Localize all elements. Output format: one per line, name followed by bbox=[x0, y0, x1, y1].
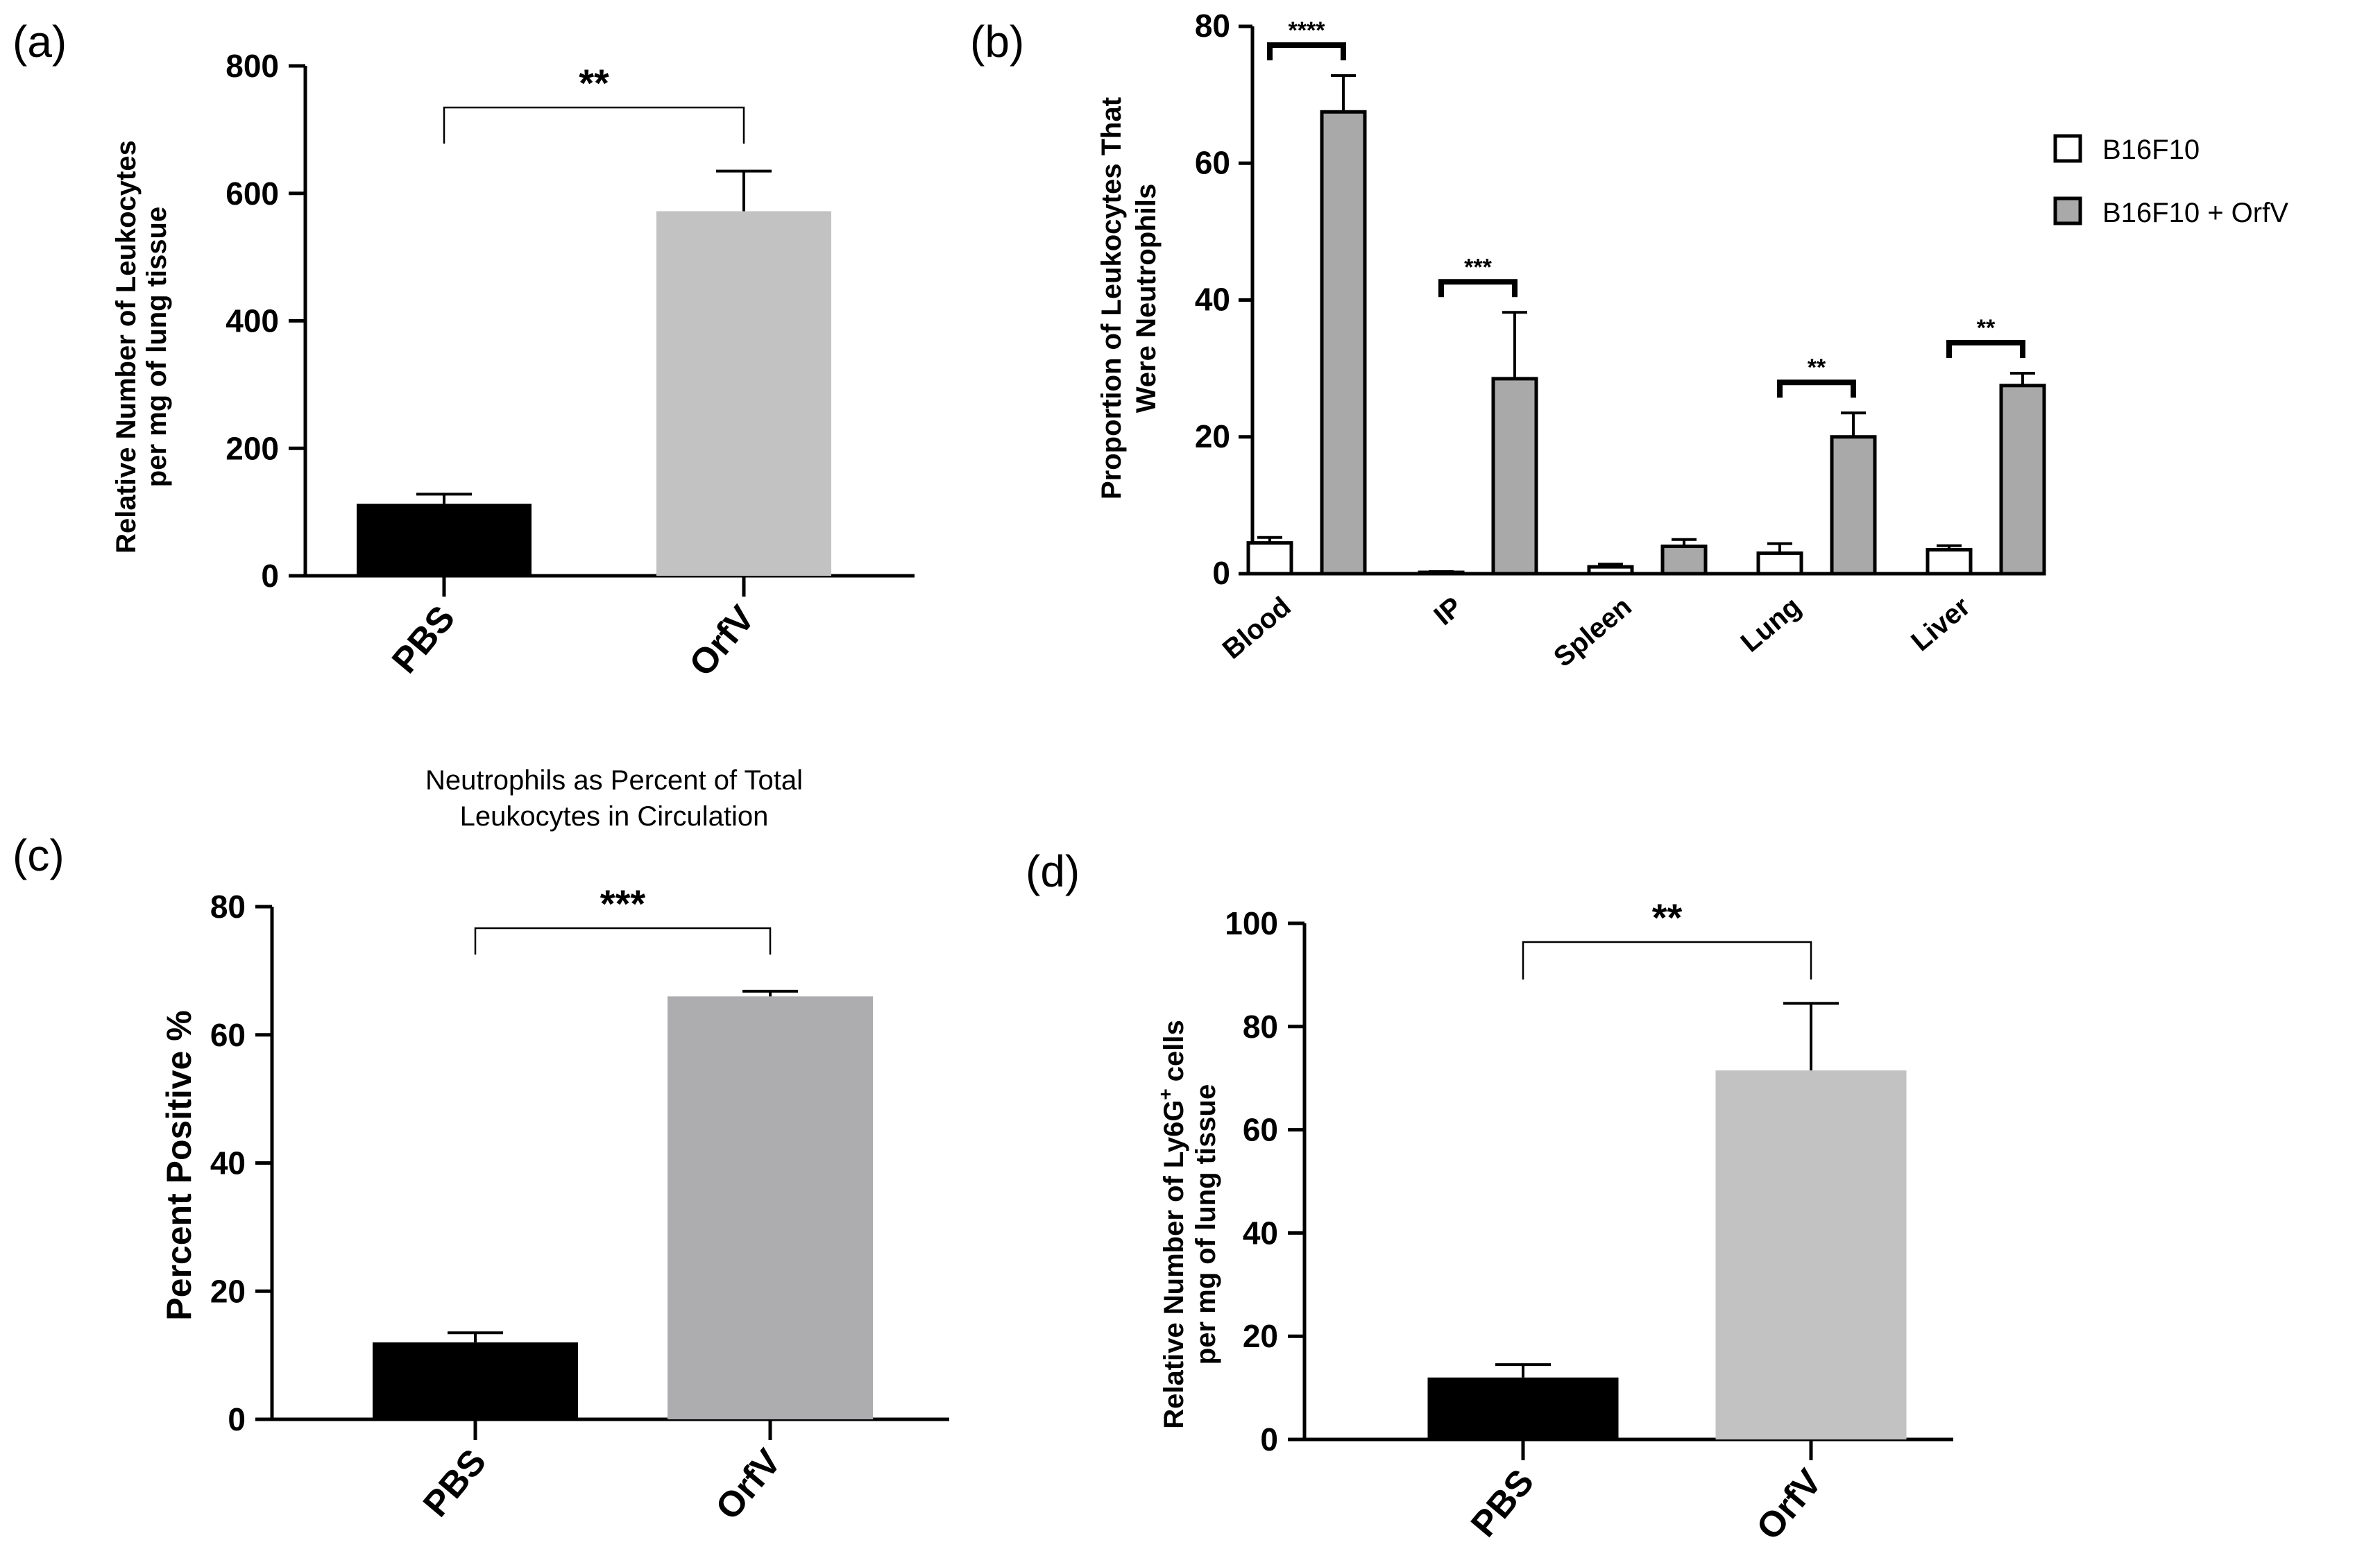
panel-b-bar-blood-series-1 bbox=[1246, 541, 1293, 576]
panel-d-bar-orfv bbox=[1715, 1070, 1907, 1439]
panel-a-significance-stars: ** bbox=[579, 61, 609, 105]
panel-a-bar-pbs bbox=[357, 504, 532, 576]
panel-a-category-label: OrfV bbox=[681, 598, 763, 684]
panel-c-category-label: OrfV bbox=[708, 1442, 789, 1528]
legend-label-b16f10: B16F10 bbox=[2102, 135, 2200, 165]
panel-a-ylabel-line2: per mg of lung tissue bbox=[142, 207, 172, 487]
panel-c-bar-pbs bbox=[373, 1342, 578, 1419]
panel-c-plot: 0 20 40 60 80 PBS OrfV *** bbox=[210, 882, 949, 1528]
panel-c-title-line2: Leukocytes in Circulation bbox=[460, 801, 769, 832]
panel-b-ylabel-line2: Were Neutrophils bbox=[1131, 184, 1162, 413]
panel-d-ylabel-line1: Relative Number of Ly6G+ cells bbox=[1155, 1020, 1189, 1429]
panel-d-ylabel: Relative Number of Ly6G+ cells per mg of … bbox=[1155, 1020, 1221, 1429]
panel-d-category-label: PBS bbox=[1463, 1462, 1542, 1544]
panel-c-significance-stars: *** bbox=[600, 882, 646, 925]
legend-swatch-b16f10-orfv bbox=[2053, 196, 2082, 225]
panel-b-label: (b) bbox=[970, 17, 1024, 67]
panel-c-bar-orfv bbox=[668, 996, 873, 1419]
panel-b-significance-stars: *** bbox=[1464, 254, 1492, 280]
panel-b-ytick-label: 80 bbox=[1195, 8, 1230, 44]
panel-a-ytick-label: 200 bbox=[226, 430, 279, 466]
panel-c-label: (c) bbox=[12, 830, 65, 880]
panel-b-ytick-label: 0 bbox=[1212, 555, 1230, 591]
panel-a-ylabel: Relative Number of Leukocytes per mg of … bbox=[111, 140, 172, 554]
panel-b-category-label: IP bbox=[1429, 591, 1468, 631]
panel-d-ytick-label: 100 bbox=[1225, 905, 1278, 941]
panel-c-ytick-label: 60 bbox=[210, 1017, 246, 1053]
panel-b-category-label: Blood bbox=[1217, 591, 1297, 665]
panel-b-bar-liver-series-1 bbox=[1926, 547, 1973, 576]
panel-d-ytick-label: 0 bbox=[1260, 1421, 1278, 1457]
panel-d-ylabel-part2: cells bbox=[1159, 1020, 1189, 1081]
panel-a-ylabel-line1: Relative Number of Leukocytes bbox=[111, 140, 142, 554]
panel-b-significance-bracket bbox=[1438, 279, 1518, 298]
legend-label-b16f10-orfv: B16F10 + OrfV bbox=[2102, 198, 2288, 228]
panel-b-bar-spleen-series-2 bbox=[1660, 545, 1708, 576]
panel-b-ylabel-line1: Proportion of Leukocytes That bbox=[1096, 97, 1127, 499]
panel-d-ytick-label: 40 bbox=[1243, 1215, 1278, 1251]
panel-a-ytick-label: 400 bbox=[226, 303, 279, 339]
panel-b-bar-ip-series-2 bbox=[1491, 377, 1538, 576]
panel-a-plot: 0 200 400 600 800 PBS OrfV ** bbox=[226, 48, 915, 684]
panel-b-ylabel: Proportion of Leukocytes That Were Neutr… bbox=[1096, 97, 1162, 499]
panel-b-category-label: Spleen bbox=[1548, 591, 1638, 673]
legend-swatch-b16f10 bbox=[2053, 134, 2082, 163]
panel-d-significance-bracket bbox=[1522, 941, 1812, 980]
panel-b-significance-bracket bbox=[1267, 42, 1346, 61]
panel-d-label: (d) bbox=[1026, 846, 1080, 896]
panel-a-ytick-label: 800 bbox=[226, 48, 279, 84]
panel-b-significance-stars: ** bbox=[1808, 354, 1826, 381]
panel-b: (b) Proportion of Leukocytes That Were N… bbox=[970, 8, 2288, 673]
panel-b-ytick-label: 60 bbox=[1195, 144, 1230, 180]
panel-b-significance-bracket bbox=[1946, 340, 2025, 359]
panel-c-title-line1: Neutrophils as Percent of Total bbox=[425, 765, 803, 796]
panel-d: (d) Relative Number of Ly6G+ cells per mg… bbox=[1026, 846, 1953, 1548]
panel-d-significance-stars: ** bbox=[1652, 896, 1683, 939]
panel-d-ytick-label: 80 bbox=[1243, 1009, 1278, 1045]
panel-a-bar-orfv bbox=[656, 211, 831, 576]
panel-a-ytick-label: 600 bbox=[226, 176, 279, 212]
panel-c-ytick-label: 20 bbox=[210, 1273, 246, 1309]
panel-c-significance-bracket bbox=[474, 927, 772, 955]
panel-d-bar-pbs bbox=[1427, 1377, 1619, 1439]
panel-b-bar-lung-series-1 bbox=[1756, 551, 1803, 576]
panel-a-significance-bracket bbox=[443, 106, 745, 144]
panel-d-ytick-label: 60 bbox=[1243, 1112, 1278, 1148]
panel-a-ytick-label: 0 bbox=[261, 558, 279, 594]
panel-b-category-label: Lung bbox=[1735, 591, 1807, 658]
panel-a-category-label: PBS bbox=[384, 598, 463, 681]
panel-b-category-label: Liver bbox=[1905, 591, 1976, 657]
panel-b-ytick-label: 40 bbox=[1195, 282, 1230, 318]
panel-b-significance-stars: ** bbox=[1977, 315, 1996, 341]
panel-c: (c) Neutrophils as Percent of Total Leuk… bbox=[12, 765, 949, 1528]
panel-d-ylabel-line2: per mg of lung tissue bbox=[1191, 1084, 1221, 1365]
panel-a: (a) Relative Number of Leukocytes per mg… bbox=[12, 17, 915, 684]
panel-b-significance-stars: **** bbox=[1289, 17, 1326, 44]
panel-c-ytick-label: 0 bbox=[228, 1401, 246, 1437]
panel-a-label: (a) bbox=[12, 17, 67, 67]
panel-b-legend: B16F10 B16F10 + OrfV bbox=[2053, 134, 2288, 228]
panel-c-ylabel: Percent Positive % bbox=[160, 1010, 198, 1320]
panel-b-significance-bracket bbox=[1777, 379, 1856, 398]
panel-c-ytick-label: 40 bbox=[210, 1145, 246, 1181]
panel-d-ytick-label: 20 bbox=[1243, 1318, 1278, 1354]
panel-b-ytick-label: 20 bbox=[1195, 418, 1230, 454]
panel-b-bar-liver-series-2 bbox=[1999, 384, 2046, 576]
panel-d-ylabel-part1: Relative Number of Ly6G bbox=[1159, 1100, 1189, 1429]
panel-b-bar-lung-series-2 bbox=[1830, 435, 1877, 576]
panel-c-ytick-label: 80 bbox=[210, 889, 246, 925]
panel-b-plot: 0 20 40 60 80 Blood **** IP *** Spleen Lung ** Liver… bbox=[1195, 8, 2046, 673]
panel-d-ylabel-superscript: + bbox=[1155, 1088, 1176, 1100]
panel-b-bar-blood-series-2 bbox=[1320, 110, 1367, 576]
panel-b-bar-spleen-series-1 bbox=[1587, 565, 1634, 576]
panel-c-category-label: PBS bbox=[416, 1442, 494, 1524]
panel-d-plot: 0 20 40 60 80 100 PBS OrfV ** bbox=[1225, 896, 1953, 1548]
panel-d-category-label: OrfV bbox=[1749, 1462, 1830, 1548]
